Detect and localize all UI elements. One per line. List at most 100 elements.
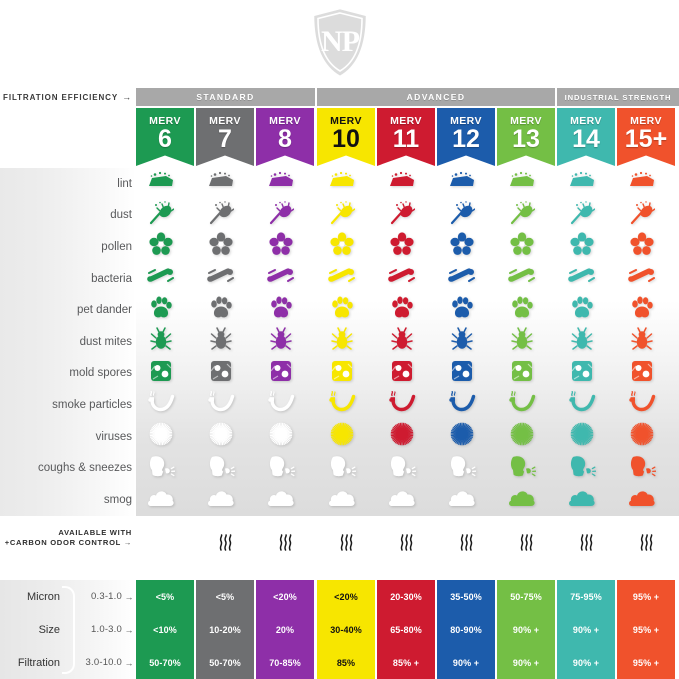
cell-dust-merv-14	[553, 200, 611, 232]
carbon-odor-control-label: AVAILABLE WITH +CARBON ODOR CONTROL →	[0, 528, 132, 548]
cell-dust-merv-12	[433, 200, 491, 232]
cell-viruses-merv-14	[553, 421, 611, 453]
cell-smoke-particles-merv-6	[132, 389, 190, 421]
contaminant-label: dust	[110, 209, 132, 222]
odor-waves-icon	[459, 534, 474, 556]
np-shield-logo: NP ®	[311, 6, 369, 79]
merv-banner-11[interactable]: MERV 11	[377, 108, 435, 166]
contaminant-cells	[132, 484, 675, 516]
micron-range: 3.0-10.0	[85, 657, 122, 668]
merv-banner-12[interactable]: MERV 12	[437, 108, 495, 166]
bottom-table-label: Micron	[26, 590, 60, 603]
cell-mold-spores-merv-12	[433, 358, 491, 390]
merv-banner-15plus[interactable]: MERV 15+	[617, 108, 675, 166]
cell-dust-mites-merv-12	[433, 326, 491, 358]
smog-cloud-icon	[448, 488, 476, 512]
smog-cloud-icon	[147, 488, 175, 512]
merv-banner-14[interactable]: MERV 14	[557, 108, 615, 166]
merv-banner-10[interactable]: MERV 10	[317, 108, 375, 166]
cell-pet-dander-merv-14	[553, 294, 611, 326]
merv-number: 15+	[624, 125, 668, 153]
merv-banner-6[interactable]: MERV 6	[136, 108, 194, 166]
dust-duster-icon	[208, 201, 235, 230]
carbon-line-1: AVAILABLE WITH	[58, 528, 132, 537]
micron-size-brace	[62, 586, 75, 674]
cell-bacteria-merv-7	[192, 263, 250, 295]
cell-bacteria-merv-6	[132, 263, 190, 295]
efficiency-value: 85%	[336, 657, 356, 668]
merv-banner-7[interactable]: MERV 7	[196, 108, 254, 166]
cell-dust-mites-merv-8	[252, 326, 310, 358]
virus-icon	[149, 422, 173, 451]
contaminant-label: viruses	[95, 430, 132, 443]
dust-mite-icon	[391, 327, 413, 356]
cell-coughs-sneezes-merv-15plus	[613, 452, 671, 484]
merv-word: MERV	[450, 115, 482, 127]
dust-duster-icon	[449, 201, 476, 230]
lint-icon	[627, 171, 657, 196]
smoking-pipe-icon	[448, 391, 476, 418]
lint-icon	[387, 171, 417, 196]
odor-waves-icon	[519, 534, 534, 556]
merv-banner-8[interactable]: MERV 8	[256, 108, 314, 166]
cell-mold-spores-merv-11	[373, 358, 431, 390]
virus-icon	[510, 422, 534, 451]
cell-smoke-particles-merv-7	[192, 389, 250, 421]
efficiency-value: <20%	[334, 591, 358, 602]
carbon-cell-merv-8	[256, 528, 314, 562]
merv-banner-13[interactable]: MERV 13	[497, 108, 555, 166]
carbon-cell-merv-13	[497, 528, 555, 562]
arrow-right-icon: →	[124, 624, 134, 635]
efficiency-value: 95% +	[632, 624, 660, 635]
cell-viruses-merv-15plus	[613, 421, 671, 453]
dust-duster-icon	[329, 201, 356, 230]
contaminant-label: smog	[103, 493, 132, 506]
cell-smog-merv-7	[192, 484, 250, 516]
carbon-cell-merv-12	[437, 528, 495, 562]
cell-mold-spores-merv-6	[132, 358, 190, 390]
bottom-table-column-merv-15plus: 95% + 95% + 95% +	[617, 580, 675, 679]
efficiency-value: 95% +	[632, 591, 660, 602]
pollen-flower-icon	[330, 232, 354, 261]
efficiency-value: 80-90%	[450, 624, 482, 635]
smoking-pipe-icon	[147, 391, 175, 418]
contaminant-row-pet-dander: pet dander	[0, 294, 679, 326]
cell-smog-merv-6	[132, 484, 190, 516]
merv-word: MERV	[570, 115, 602, 127]
sneezing-head-icon	[509, 454, 536, 483]
bacteria-rod-icon	[627, 267, 657, 290]
merv-word: MERV	[269, 115, 301, 127]
efficiency-value: 90% +	[512, 624, 540, 635]
efficiency-value: 20%	[275, 624, 295, 635]
efficiency-value: 50-75%	[510, 591, 542, 602]
filtration-efficiency-text: FILTRATION EFFICIENCY	[3, 92, 119, 102]
pollen-flower-icon	[390, 232, 414, 261]
bacteria-rod-icon	[387, 267, 417, 290]
cell-lint-merv-11	[373, 168, 431, 200]
bacteria-rod-icon	[567, 267, 597, 290]
cell-coughs-sneezes-merv-10	[313, 452, 371, 484]
bottom-table-column-merv-8: <20% 20% 70-85%	[256, 580, 314, 679]
efficiency-value: 65-80%	[390, 624, 422, 635]
cell-dust-mites-merv-10	[313, 326, 371, 358]
cell-dust-merv-11	[373, 200, 431, 232]
odor-waves-icon	[278, 534, 293, 556]
cell-smog-merv-10	[313, 484, 371, 516]
paw-print-icon	[451, 296, 473, 324]
virus-icon	[570, 422, 594, 451]
sneezing-head-icon	[569, 454, 596, 483]
cell-dust-merv-10	[313, 200, 371, 232]
contaminant-cells	[132, 263, 675, 295]
cell-dust-merv-6	[132, 200, 190, 232]
carbon-cell-merv-7	[196, 528, 254, 562]
cell-mold-spores-merv-10	[313, 358, 371, 390]
efficiency-value: 90% +	[572, 657, 600, 668]
cell-bacteria-merv-14	[553, 263, 611, 295]
efficiency-value: 75-95%	[570, 591, 602, 602]
cell-viruses-merv-13	[493, 421, 551, 453]
smog-cloud-icon	[328, 488, 356, 512]
merv-number: 8	[278, 125, 292, 153]
contaminant-row-lint: lint	[0, 168, 679, 200]
cell-dust-mites-merv-15plus	[613, 326, 671, 358]
lint-icon	[206, 171, 236, 196]
